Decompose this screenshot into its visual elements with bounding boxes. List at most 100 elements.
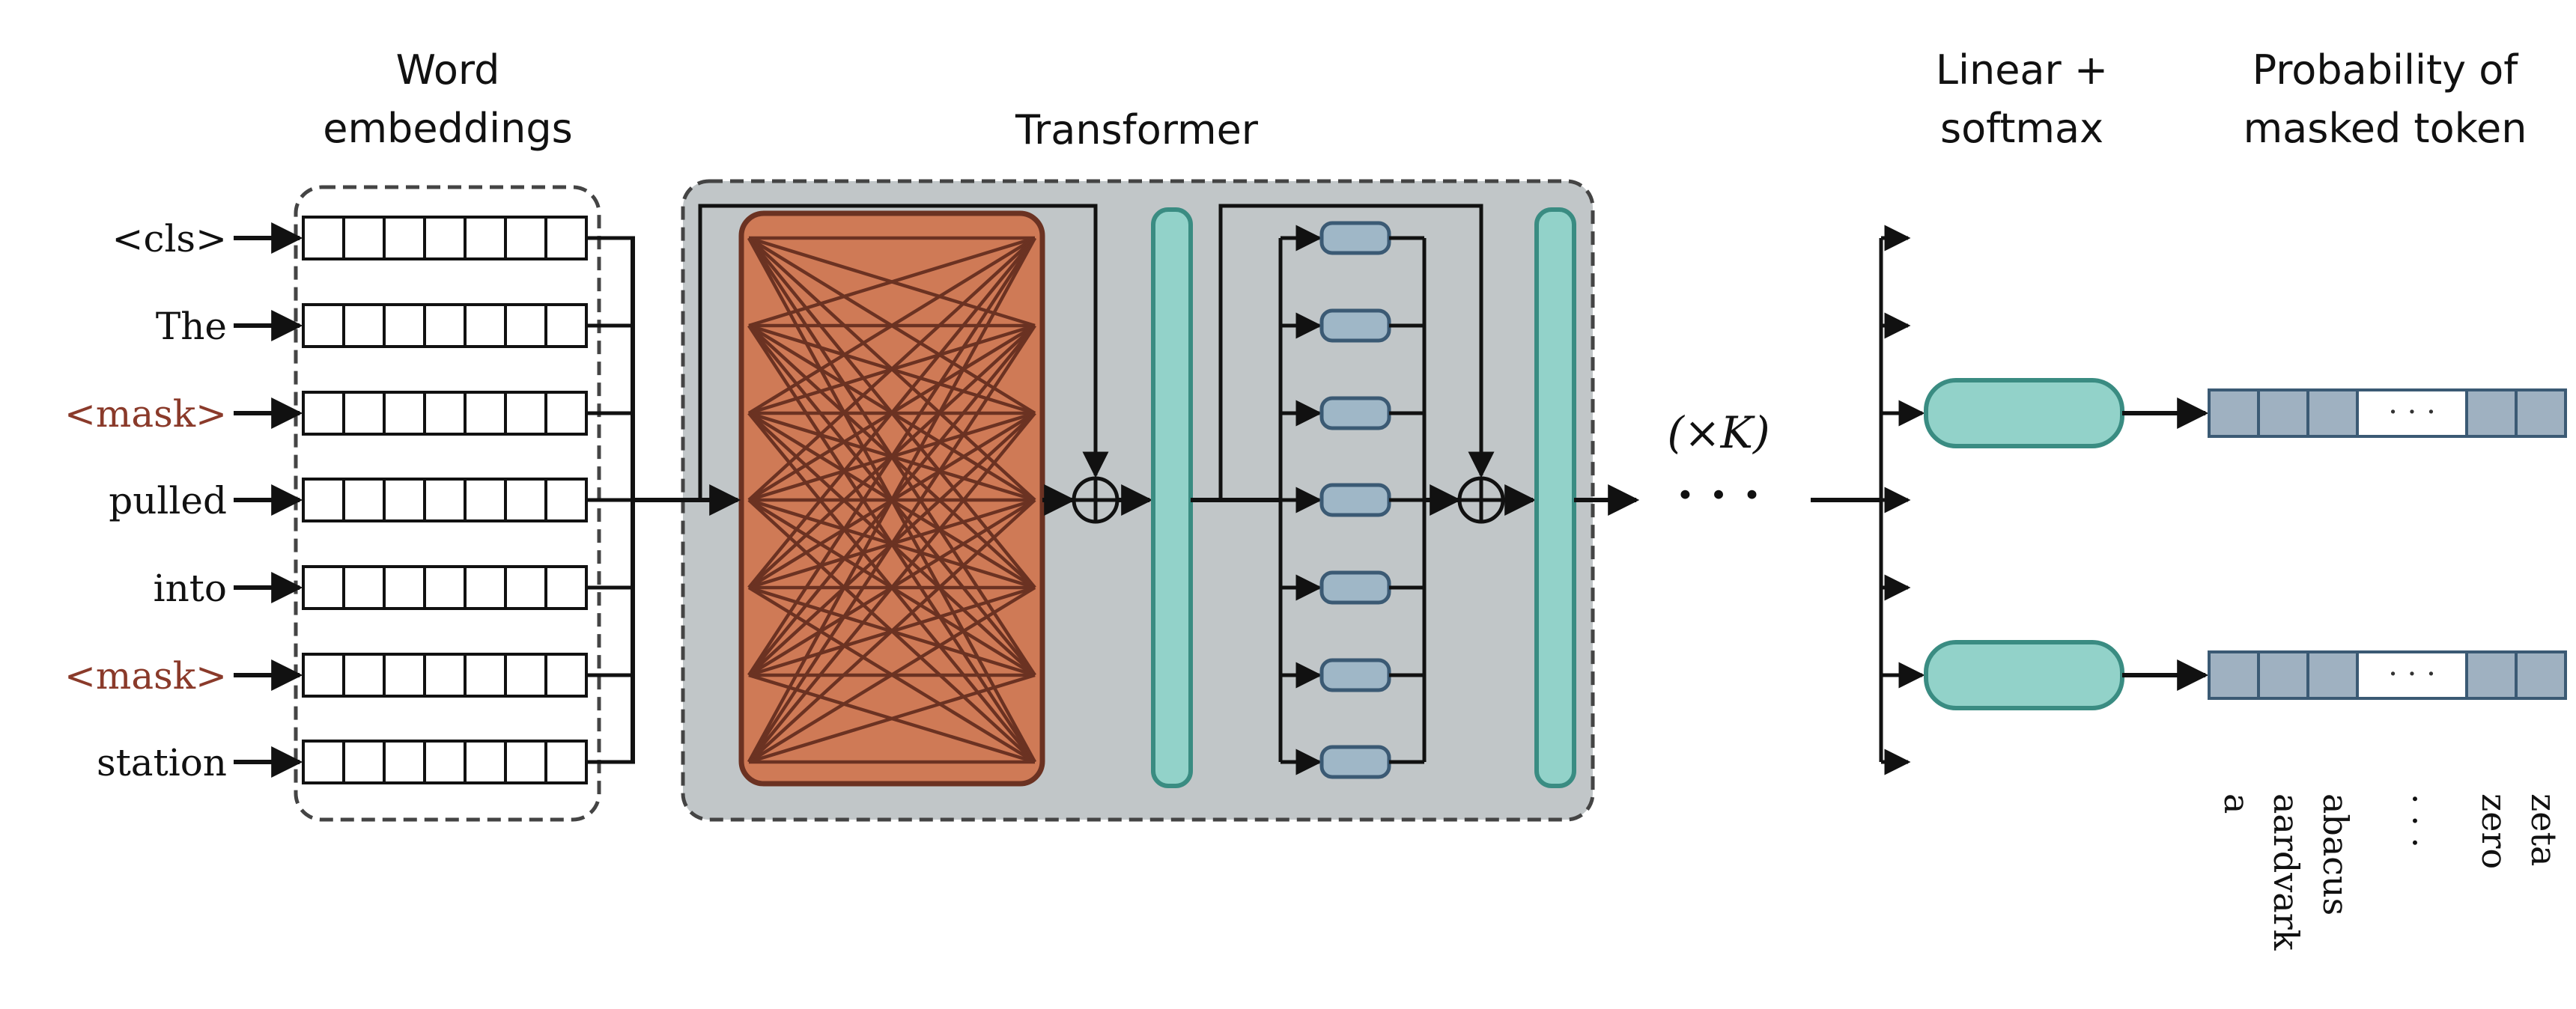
embedding-cell: [544, 565, 588, 610]
attention-link: [747, 237, 1036, 677]
heading-transformer: Transformer: [1015, 106, 1259, 153]
embedding-cell: [302, 303, 345, 348]
embedding-cell: [383, 565, 426, 610]
embedding-cell: [302, 740, 345, 784]
embedding-cell: [464, 565, 507, 610]
probability-cell: [2515, 388, 2567, 438]
embedding-vector: [302, 565, 588, 610]
embedding-cell: [342, 216, 386, 260]
embedding-cell: [302, 216, 345, 260]
probability-cell: [2208, 650, 2260, 700]
token-label: pulled: [109, 479, 227, 522]
token-label: station: [97, 741, 227, 784]
embedding-cell: [544, 391, 588, 436]
probability-ellipsis: · · ·: [2388, 657, 2436, 692]
embedding-cell: [383, 216, 426, 260]
heading-probability-line1: Probability of: [2253, 46, 2520, 94]
embedding-cell: [383, 653, 426, 698]
ffn-unit: [1319, 308, 1391, 343]
heading-word-embeddings-line1: Word: [396, 46, 500, 94]
embedding-cell: [544, 740, 588, 784]
embedding-vector: [302, 653, 588, 698]
probability-cell: [2208, 388, 2260, 438]
attention-connections: [747, 236, 1036, 764]
attention-link: [747, 586, 1036, 763]
ffn-unit: [1319, 396, 1391, 430]
embedding-cell: [544, 216, 588, 260]
probability-cell: [2465, 650, 2518, 700]
embedding-cell: [383, 303, 426, 348]
embedding-cell: [464, 740, 507, 784]
embedding-cell: [464, 653, 507, 698]
probability-cell: [2465, 388, 2518, 438]
probability-cell: [2306, 650, 2359, 700]
embedding-cell: [504, 653, 547, 698]
embedding-cell: [504, 478, 547, 522]
vocabulary-label: a: [2217, 793, 2257, 814]
embedding-cell: [302, 565, 345, 610]
ffn-unit: [1319, 221, 1391, 255]
embedding-cell: [544, 653, 588, 698]
embedding-cell: [423, 391, 467, 436]
embedding-cell: [383, 478, 426, 522]
attention-link: [747, 237, 1036, 415]
layer-norm-2: [1534, 207, 1576, 788]
residual-connection-2: [1218, 204, 1495, 500]
output-stubs: [1881, 225, 1925, 775]
token-label: <mask>: [64, 392, 227, 436]
embedding-cell: [302, 478, 345, 522]
ffn-unit: [1319, 483, 1391, 517]
vocabulary-label: abacus: [2315, 793, 2356, 915]
embedding-cell: [342, 478, 386, 522]
residual-connection-1: [698, 204, 1109, 500]
merge-stubs: [586, 236, 635, 764]
embedding-cell: [504, 216, 547, 260]
vocabulary-label: zero: [2474, 793, 2515, 869]
probability-ellipsis: · · ·: [2388, 395, 2436, 430]
ffn-unit: [1319, 658, 1391, 692]
embedding-cell: [423, 740, 467, 784]
repeat-label: (×K): [1667, 407, 1770, 458]
token-label: <mask>: [64, 654, 227, 698]
linear-softmax-unit-2: [1924, 640, 2124, 710]
embedding-cell: [464, 216, 507, 260]
attention-link: [748, 236, 1036, 328]
attention-link: [747, 412, 1036, 763]
embedding-cell: [504, 740, 547, 784]
attention-link: [747, 237, 1036, 589]
vocabulary-label: aardvark: [2266, 793, 2306, 951]
probability-vector: · · ·: [2208, 650, 2567, 700]
attention-link: [747, 237, 1036, 502]
embedding-cell: [342, 303, 386, 348]
vocabulary-label: · · ·: [2395, 793, 2435, 848]
embedding-cell: [423, 478, 467, 522]
linear-softmax-unit-1: [1924, 378, 2124, 448]
embedding-vector: [302, 303, 588, 348]
vocabulary-label: zeta: [2524, 793, 2564, 866]
embedding-cell: [423, 565, 467, 610]
attention-link: [747, 324, 1036, 763]
probability-vector: · · ·: [2208, 388, 2567, 438]
heading-probability-line2: masked token: [2244, 105, 2527, 152]
vocabulary-labels: a aardvark abacus · · · zero zeta: [2217, 793, 2564, 951]
probability-cell: [2515, 650, 2567, 700]
probability-cell: [2306, 388, 2359, 438]
embedding-vector: [302, 391, 588, 436]
embedding-cell: [342, 740, 386, 784]
probability-vectors: · · · · · ·: [2208, 388, 2567, 700]
heading-linear-softmax-line2: softmax: [1940, 105, 2103, 152]
embedding-cell: [423, 653, 467, 698]
embedding-cell: [464, 391, 507, 436]
token-rows: <cls> The <mask> pulled into <mask> station: [64, 216, 588, 784]
embedding-cell: [302, 653, 345, 698]
embedding-cell: [504, 565, 547, 610]
attention-link: [748, 673, 1036, 764]
feed-forward-units: [1281, 221, 1424, 779]
attention-link: [747, 237, 1036, 763]
embedding-cell: [342, 391, 386, 436]
embedding-vector: [302, 478, 588, 522]
embedding-cell: [544, 478, 588, 522]
attention-link: [747, 499, 1036, 763]
embedding-cell: [383, 391, 426, 436]
